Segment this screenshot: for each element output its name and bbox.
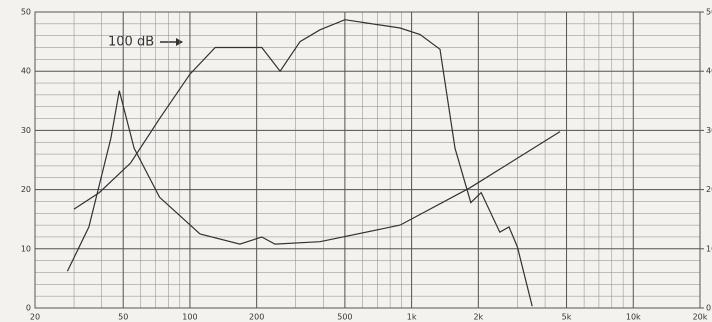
x-tick-label: 2k: [473, 313, 483, 322]
y-tick-label: 10: [21, 244, 31, 253]
annotation-arrowhead: [176, 38, 183, 46]
y2-tick-label: 40: [706, 67, 712, 76]
x-tick-label: 20k: [693, 313, 708, 322]
y2-tick-label: 0: [706, 304, 711, 313]
y2-tick-label: 10: [706, 244, 712, 253]
y-tick-label: 0: [26, 304, 31, 313]
y2-tick-label: 50: [706, 8, 712, 17]
x-tick-label: 10k: [626, 313, 641, 322]
y-tick-label: 20: [21, 185, 31, 194]
x-tick-label: 20: [30, 313, 40, 322]
x-tick-label: 5k: [562, 313, 572, 322]
x-tick-label: 1k: [407, 313, 417, 322]
y-tick-label: 40: [21, 67, 31, 76]
plot-frame: [34, 11, 701, 309]
y2-tick-label: 30: [706, 126, 712, 135]
annotation: 100 dB: [108, 35, 154, 50]
x-tick-label: 100: [182, 313, 197, 322]
x-tick-label: 500: [337, 313, 352, 322]
y-tick-label: 30: [21, 126, 31, 135]
x-tick-label: 200: [249, 313, 264, 322]
y-tick-label: 50: [21, 8, 31, 17]
response-line: [73, 19, 533, 307]
response-line: [66, 90, 561, 272]
y2-tick-label: 20: [706, 185, 712, 194]
x-tick-label: 50: [118, 313, 128, 322]
